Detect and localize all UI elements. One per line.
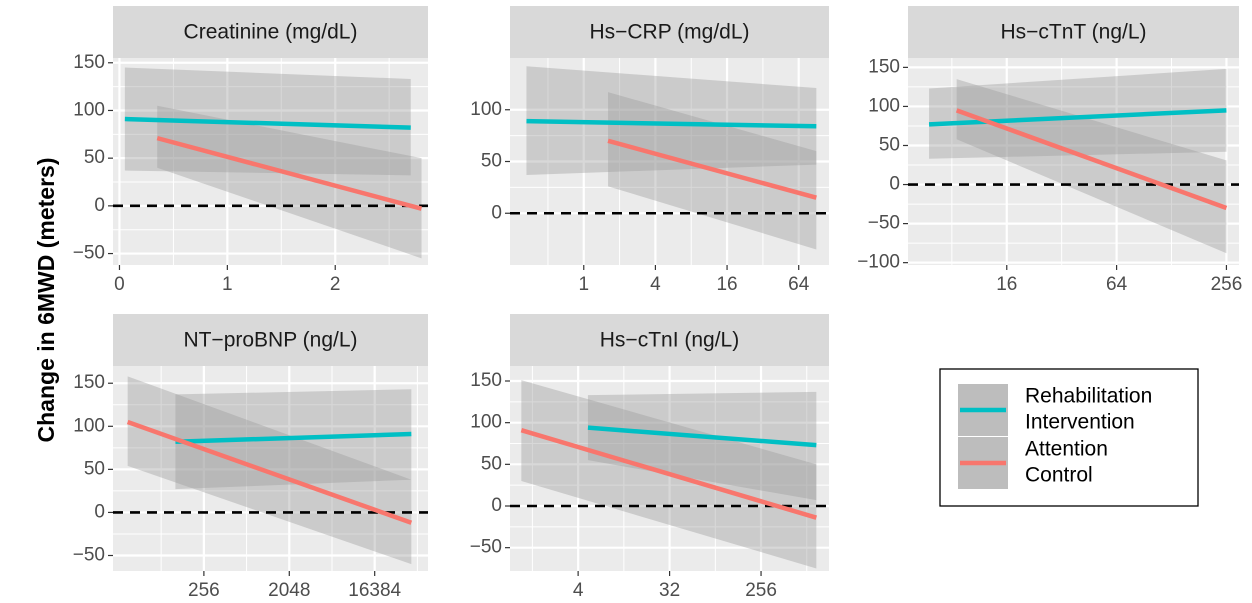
- y-tick-label: 50: [84, 458, 105, 479]
- attention-confidence-band: [157, 105, 422, 259]
- x-tick-label: 2048: [268, 580, 310, 601]
- y-tick-label: 100: [470, 99, 502, 120]
- panel-3: NT−proBNP (ng/L) −50 0 50 100 150 256 2048 16384: [73, 314, 428, 601]
- y-tick-label: 150: [73, 372, 105, 393]
- panel-title: Hs−cTnT (ng/L): [1000, 21, 1146, 44]
- rehabilitation-confidence-band: [929, 68, 1227, 159]
- attention-regression-line: [156, 135, 423, 211]
- y-tick-label: 100: [73, 99, 105, 120]
- panel-2: Hs−cTnT (ng/L) −100 −50 0 50 100 150 16 64 256: [857, 6, 1243, 295]
- rehabilitation-regression-line: [124, 116, 411, 130]
- y-tick-label: 0: [94, 195, 105, 216]
- panel-background: [908, 58, 1239, 265]
- x-tick-label: 16384: [348, 580, 401, 601]
- attention-regression-line: [126, 419, 413, 525]
- y-tick-label: 100: [73, 415, 105, 436]
- strip-background: [113, 6, 428, 58]
- rehabilitation-confidence-band: [587, 391, 817, 501]
- x-tick-label: 1: [578, 274, 589, 295]
- y-tick-label: 100: [470, 412, 502, 433]
- legend-label: Rehabilitation: [1025, 385, 1152, 408]
- y-tick-label: −50: [73, 545, 105, 566]
- panel-title: NT−proBNP (ng/L): [183, 329, 357, 352]
- strip-background: [908, 6, 1239, 58]
- x-tick-label: 64: [788, 274, 810, 295]
- y-tick-label: 150: [470, 370, 502, 391]
- x-tick-label: 0: [114, 274, 125, 295]
- legend-label: Attention: [1025, 438, 1108, 461]
- y-tick-label: 50: [481, 151, 502, 172]
- rehabilitation-regression-line: [175, 431, 412, 445]
- gridlines: [113, 58, 428, 265]
- x-tick-label: 4: [650, 274, 661, 295]
- panel-4: Hs−cTnI (ng/L) −50 0 50 100 150 4 32 256: [470, 314, 829, 601]
- y-tick-label: 150: [868, 56, 900, 77]
- rehabilitation-regression-line: [526, 118, 817, 129]
- attention-regression-line: [520, 428, 817, 520]
- y-tick-label: 0: [491, 495, 502, 516]
- strip-background: [510, 6, 829, 58]
- x-tick-label: 256: [188, 580, 220, 601]
- x-tick-label: 64: [1106, 274, 1128, 295]
- strip-background: [113, 314, 428, 366]
- x-tick-label: 1: [222, 274, 233, 295]
- legend-label: Control: [1025, 464, 1093, 487]
- rehabilitation-confidence-band: [526, 66, 817, 175]
- y-tick-label: −50: [470, 537, 502, 558]
- x-tick-label: 16: [996, 274, 1017, 295]
- x-tick-label: 256: [1211, 274, 1243, 295]
- panel-1: Hs−CRP (mg/dL) 0 50 100 1 4 16 64: [470, 6, 829, 295]
- panel-title: Hs−cTnI (ng/L): [600, 329, 739, 352]
- y-tick-label: −100: [857, 252, 900, 273]
- y-tick-label: 0: [889, 174, 900, 195]
- y-tick-label: 0: [94, 501, 105, 522]
- strip-background: [510, 314, 829, 366]
- x-tick-label: 32: [659, 580, 680, 601]
- panel-title: Hs−CRP (mg/dL): [589, 21, 749, 44]
- legend-label: Intervention: [1025, 411, 1135, 434]
- attention-regression-line: [955, 108, 1228, 211]
- attention-regression-line: [607, 138, 817, 200]
- x-tick-label: 16: [716, 274, 737, 295]
- y-axis-label: Change in 6MWD (meters): [33, 158, 59, 443]
- y-tick-label: −50: [73, 243, 105, 264]
- y-tick-label: 100: [868, 95, 900, 116]
- y-tick-label: −50: [868, 213, 900, 234]
- y-tick-label: 50: [84, 147, 105, 168]
- attention-confidence-band: [956, 79, 1227, 254]
- rehabilitation-regression-line: [587, 425, 817, 448]
- x-tick-label: 4: [573, 580, 584, 601]
- rehabilitation-regression-line: [928, 108, 1227, 127]
- legend: Rehabilitation Intervention Attention Contr…: [939, 368, 1199, 507]
- y-tick-label: 0: [491, 202, 502, 223]
- panel-0: Creatinine (mg/dL) −50 0 50 100 150 0 1 2: [73, 6, 428, 295]
- panel-background: [113, 58, 428, 265]
- panel-title: Creatinine (mg/dL): [184, 21, 358, 44]
- y-tick-label: 150: [73, 52, 105, 73]
- y-tick-label: 50: [481, 453, 502, 474]
- x-tick-label: 256: [745, 580, 777, 601]
- y-tick-label: 50: [879, 135, 900, 156]
- x-tick-label: 2: [330, 274, 341, 295]
